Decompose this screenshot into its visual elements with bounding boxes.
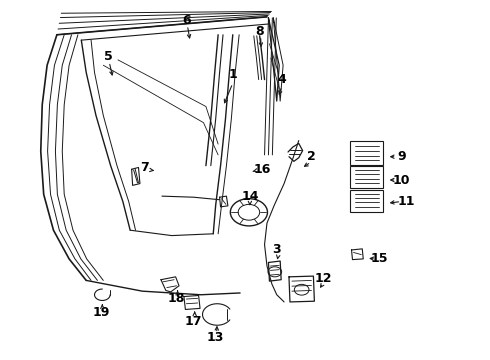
- Text: 7: 7: [141, 161, 149, 174]
- Text: 2: 2: [307, 150, 316, 163]
- Text: 14: 14: [241, 190, 259, 203]
- Text: 16: 16: [253, 163, 271, 176]
- Text: 10: 10: [392, 174, 410, 186]
- Bar: [350, 166, 383, 188]
- Text: 13: 13: [207, 331, 224, 344]
- Text: 1: 1: [228, 68, 237, 81]
- Text: 3: 3: [272, 243, 281, 256]
- Text: 4: 4: [277, 73, 286, 86]
- Text: 17: 17: [185, 315, 202, 328]
- Text: 8: 8: [255, 25, 264, 38]
- Text: 12: 12: [315, 272, 332, 285]
- Text: 5: 5: [104, 50, 113, 63]
- Text: 11: 11: [397, 195, 415, 208]
- Text: 9: 9: [397, 150, 406, 163]
- Text: 19: 19: [92, 306, 110, 319]
- Bar: [350, 190, 383, 212]
- Text: 18: 18: [168, 292, 185, 305]
- Text: 15: 15: [370, 252, 388, 265]
- Text: 6: 6: [182, 14, 191, 27]
- Bar: [350, 141, 383, 165]
